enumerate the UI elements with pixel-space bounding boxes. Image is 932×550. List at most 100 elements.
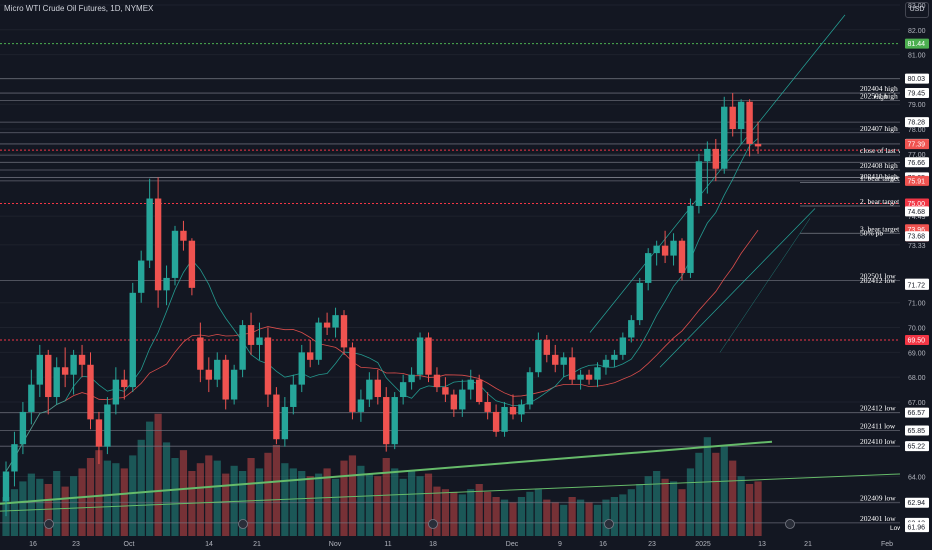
volume-bar	[306, 476, 314, 536]
volume-bar	[746, 484, 754, 536]
price-badge-label: 81.44	[908, 41, 926, 48]
volume-bar	[509, 502, 517, 536]
price-tick-label: 82.00	[908, 28, 926, 35]
price-badge	[905, 198, 929, 209]
volume-bar	[686, 468, 695, 536]
volume-bar	[365, 473, 373, 536]
level-label: 202407 high	[860, 124, 898, 133]
price-tick-label: 69.00	[908, 350, 926, 357]
volume-bar	[703, 437, 711, 536]
candle-body	[332, 315, 339, 328]
candle-body	[205, 369, 212, 380]
candle-body	[188, 240, 196, 288]
currency-button[interactable]: USD	[905, 2, 929, 18]
volume-bar	[754, 481, 762, 536]
candle-body	[121, 379, 128, 388]
price-badge	[905, 231, 929, 242]
candle-body	[518, 404, 525, 415]
time-tick-label: Oct	[124, 541, 135, 548]
candle-body	[552, 354, 559, 365]
level-label: 202411 low	[860, 422, 896, 431]
volume-bar	[213, 460, 221, 536]
candle-body	[585, 374, 593, 380]
candle-body	[214, 359, 221, 380]
candle-body	[222, 359, 229, 400]
price-badge	[905, 139, 929, 150]
candle-body	[670, 240, 677, 256]
volume-bar	[298, 471, 306, 536]
candle-body	[70, 354, 77, 375]
time-tick-label: 16	[599, 541, 607, 548]
price-badge-label: 76.66	[908, 160, 926, 167]
level-label: 202412 low	[860, 404, 896, 413]
candle-body	[467, 379, 474, 390]
price-badge-label: 71.72	[908, 282, 926, 289]
candle-body	[416, 337, 424, 375]
volume-bar	[61, 486, 69, 536]
candle-body	[53, 367, 60, 398]
volume-bar	[500, 499, 509, 536]
candle-body	[408, 374, 415, 383]
candle-body	[129, 292, 136, 388]
level-label: 202410 low	[860, 437, 896, 446]
volume-bar	[162, 442, 171, 536]
volume-bar	[129, 455, 137, 536]
low-annotation: Low	[890, 525, 902, 532]
price-tick-label: 64.00	[908, 474, 926, 481]
price-badge	[905, 334, 929, 345]
volume-bar	[179, 450, 188, 536]
time-tick-label: Dec	[506, 541, 519, 548]
volume-bar	[534, 489, 542, 536]
candle-body	[678, 240, 686, 273]
time-tick-label: 2025	[695, 541, 711, 548]
candle-body	[163, 277, 170, 291]
candle-body	[298, 352, 305, 385]
candle-body	[340, 315, 348, 348]
volume-bar	[53, 471, 61, 536]
price-badge-label: 79.45	[908, 91, 926, 98]
event-marker-icon	[428, 519, 438, 529]
volume-bar	[450, 491, 458, 536]
candle-body	[577, 374, 584, 380]
candle-body	[273, 394, 280, 440]
price-badge	[905, 522, 929, 533]
volume-bar	[340, 460, 348, 536]
price-badge	[905, 38, 929, 49]
candle-body	[492, 411, 500, 432]
volume-bar	[467, 489, 475, 536]
candle-body	[374, 379, 381, 398]
volume-bar	[382, 458, 390, 536]
price-badge	[905, 497, 929, 508]
price-badge	[905, 88, 929, 99]
volume-bar	[475, 484, 483, 536]
time-tick-label: Feb	[881, 541, 893, 548]
candle-body	[737, 101, 745, 130]
event-marker-icon	[604, 519, 614, 529]
candle-body	[95, 419, 103, 447]
volume-bar	[112, 463, 120, 536]
time-tick-label: 23	[72, 541, 80, 548]
price-axis: 83.0082.0081.0080.0379.0078.0077.0076.05…	[900, 0, 932, 550]
candle-body	[645, 253, 652, 283]
event-marker-icon	[785, 519, 795, 529]
candle-body	[687, 205, 694, 273]
volume-bar	[399, 478, 407, 536]
candle-body	[112, 379, 120, 405]
candle-body	[535, 339, 542, 373]
volume-bar	[585, 502, 593, 536]
candle-body	[543, 339, 550, 355]
volume-bar	[315, 473, 323, 536]
volume-bar	[433, 486, 441, 536]
volume-bar	[239, 471, 247, 536]
volume-bar	[331, 478, 340, 536]
volume-bar	[653, 471, 661, 536]
channel-upper-line	[589, 14, 846, 333]
volume-bar	[10, 489, 19, 536]
volume-bar	[230, 465, 238, 536]
candle-body	[450, 394, 458, 410]
candle-body	[171, 230, 179, 278]
volume-bar	[222, 473, 230, 536]
candle-body	[366, 379, 373, 400]
